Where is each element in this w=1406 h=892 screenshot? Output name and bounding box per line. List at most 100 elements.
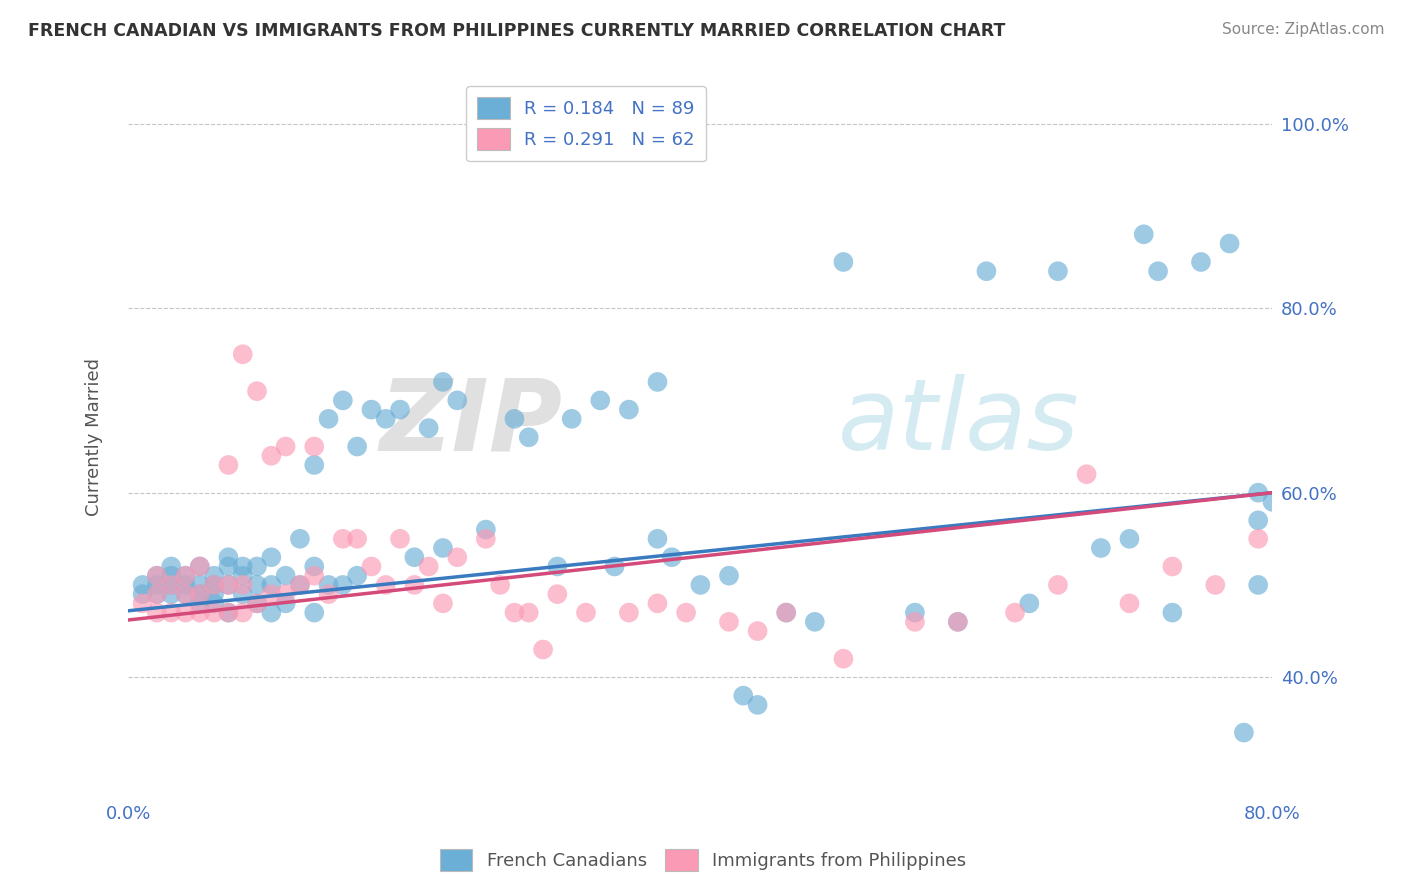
Point [904, 615, 927, 629]
Point [1233, 725, 1256, 739]
Point [1247, 532, 1270, 546]
Point [1118, 532, 1140, 546]
Point [946, 615, 969, 629]
Point [475, 532, 498, 546]
Point [346, 440, 368, 454]
Point [1247, 513, 1270, 527]
Point [1161, 559, 1184, 574]
Legend: French Canadians, Immigrants from Philippines: French Canadians, Immigrants from Philip… [433, 842, 973, 879]
Point [432, 541, 454, 555]
Point [717, 568, 740, 582]
Point [232, 606, 254, 620]
Point [318, 412, 340, 426]
Point [804, 615, 827, 629]
Point [775, 606, 797, 620]
Point [617, 402, 640, 417]
Point [174, 568, 197, 582]
Point [232, 559, 254, 574]
Point [432, 596, 454, 610]
Point [904, 606, 927, 620]
Point [389, 402, 412, 417]
Point [274, 568, 297, 582]
Point [260, 449, 283, 463]
Text: atlas: atlas [838, 375, 1080, 471]
Point [1261, 495, 1284, 509]
Point [217, 458, 239, 472]
Point [360, 402, 382, 417]
Point [689, 578, 711, 592]
Point [260, 550, 283, 565]
Point [332, 578, 354, 592]
Point [217, 550, 239, 565]
Point [832, 255, 855, 269]
Point [418, 421, 440, 435]
Point [976, 264, 998, 278]
Point [217, 606, 239, 620]
Point [747, 624, 769, 638]
Point [1076, 467, 1098, 482]
Point [517, 430, 540, 444]
Y-axis label: Currently Married: Currently Married [86, 359, 103, 516]
Point [1219, 236, 1241, 251]
Point [246, 596, 269, 610]
Point [318, 587, 340, 601]
Point [160, 578, 183, 592]
Point [188, 578, 211, 592]
Point [260, 578, 283, 592]
Point [1132, 227, 1154, 242]
Point [1090, 541, 1112, 555]
Point [1004, 606, 1026, 620]
Point [232, 568, 254, 582]
Point [274, 440, 297, 454]
Point [160, 606, 183, 620]
Point [1247, 485, 1270, 500]
Text: Source: ZipAtlas.com: Source: ZipAtlas.com [1222, 22, 1385, 37]
Point [546, 559, 568, 574]
Point [302, 606, 325, 620]
Point [647, 596, 669, 610]
Point [302, 440, 325, 454]
Point [232, 347, 254, 361]
Legend: R = 0.184   N = 89, R = 0.291   N = 62: R = 0.184 N = 89, R = 0.291 N = 62 [467, 87, 706, 161]
Point [146, 568, 169, 582]
Point [747, 698, 769, 712]
Point [146, 578, 169, 592]
Point [174, 606, 197, 620]
Point [661, 550, 683, 565]
Point [389, 532, 412, 546]
Point [274, 596, 297, 610]
Point [188, 587, 211, 601]
Point [517, 606, 540, 620]
Point [274, 587, 297, 601]
Point [575, 606, 598, 620]
Point [561, 412, 583, 426]
Point [246, 384, 269, 399]
Point [1247, 578, 1270, 592]
Point [146, 587, 169, 601]
Point [160, 587, 183, 601]
Point [146, 587, 169, 601]
Point [217, 606, 239, 620]
Point [1204, 578, 1226, 592]
Point [647, 532, 669, 546]
Point [188, 596, 211, 610]
Point [146, 606, 169, 620]
Point [174, 587, 197, 601]
Point [302, 568, 325, 582]
Point [546, 587, 568, 601]
Point [246, 578, 269, 592]
Point [131, 587, 153, 601]
Point [589, 393, 612, 408]
Point [174, 587, 197, 601]
Point [1147, 264, 1170, 278]
Point [174, 578, 197, 592]
Point [432, 375, 454, 389]
Point [217, 578, 239, 592]
Point [260, 606, 283, 620]
Point [131, 578, 153, 592]
Point [446, 550, 468, 565]
Point [202, 596, 225, 610]
Point [160, 578, 183, 592]
Point [475, 523, 498, 537]
Point [188, 559, 211, 574]
